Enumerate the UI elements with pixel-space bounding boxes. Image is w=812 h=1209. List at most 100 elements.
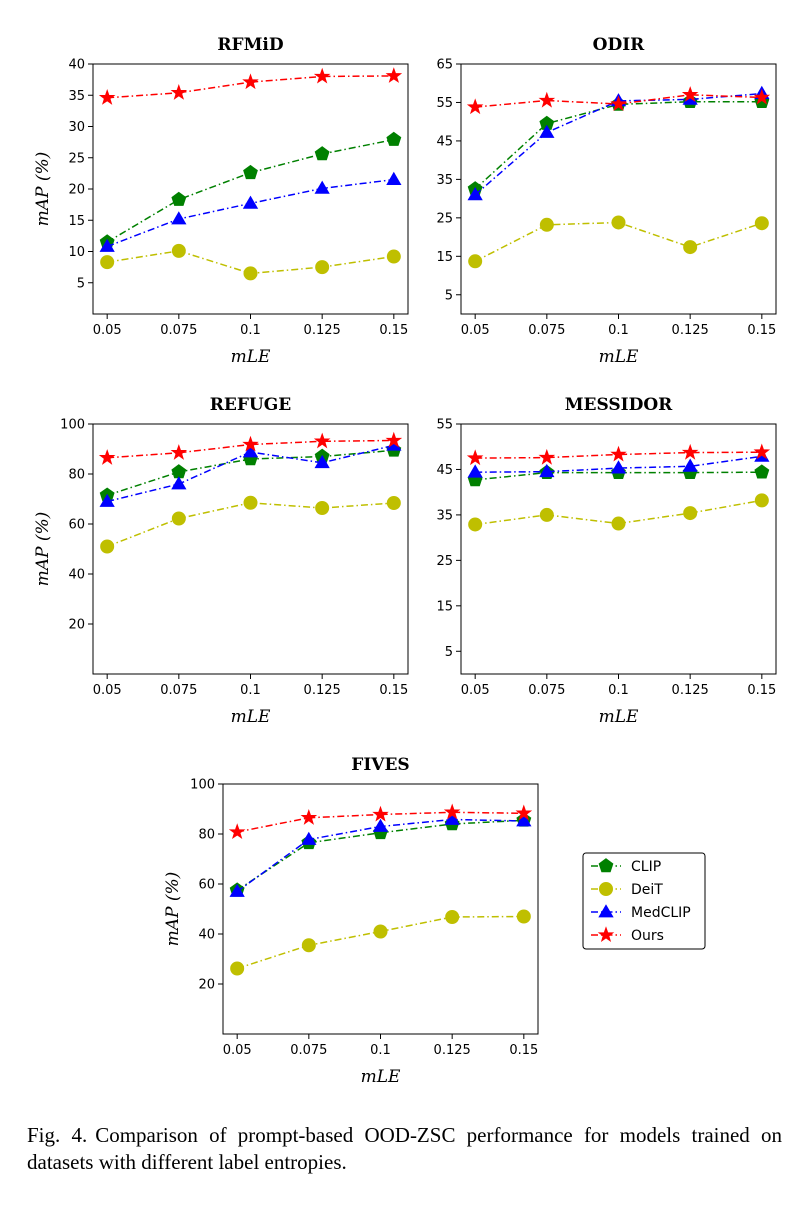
data-point	[242, 435, 259, 452]
data-point	[100, 255, 115, 270]
legend-label: DeiT	[631, 882, 663, 898]
legend-entry-clip: CLIP	[591, 858, 661, 875]
series-line	[107, 444, 394, 503]
data-point	[314, 180, 330, 194]
data-point	[386, 171, 402, 185]
data-point	[243, 495, 258, 510]
x-tick-label: 0.15	[379, 323, 408, 338]
y-tick-label: 15	[68, 214, 85, 229]
legend-marker	[598, 858, 614, 873]
chart-rfmid: RFMiD 5 10 15 20 25 30 35 40 0.05 0.075 0.1 0.125 0.1…	[33, 35, 409, 367]
data-point	[242, 195, 259, 209]
x-tick-label: 0.125	[672, 683, 709, 698]
x-tick-label: 0.125	[434, 1043, 471, 1058]
plot-frame	[92, 423, 409, 675]
data-point	[242, 73, 259, 90]
caption-text: Comparison of prompt-based OOD-ZSC perfo…	[27, 1123, 782, 1174]
data-point	[385, 67, 403, 83]
series-line	[474, 100, 762, 190]
data-point	[98, 449, 116, 465]
chart-title: REFUGE	[210, 395, 291, 415]
series-line	[106, 178, 394, 248]
data-point	[539, 507, 554, 522]
data-point	[228, 823, 246, 840]
x-tick-label: 0.075	[290, 1043, 327, 1058]
series-ours	[228, 803, 533, 840]
data-point	[468, 254, 483, 269]
data-point	[243, 266, 258, 281]
data-point	[466, 449, 484, 466]
x-tick-label: 0.05	[223, 1043, 252, 1058]
x-axis-label: mLE	[599, 707, 639, 727]
legend: CLIP DeiT MedCLIP Ours	[582, 852, 706, 950]
data-point	[315, 501, 330, 515]
series-deit	[100, 495, 401, 554]
data-point	[753, 88, 771, 105]
data-point	[386, 249, 401, 264]
series-line	[475, 471, 762, 481]
figure-caption: Fig. 4. Comparison of prompt-based OOD-ZS…	[27, 1122, 782, 1176]
legend-marker	[598, 904, 614, 918]
series-deit	[230, 909, 531, 976]
series-ours	[466, 443, 771, 466]
y-tick-label: 55	[436, 418, 453, 433]
plot-frame	[460, 63, 777, 315]
series-line	[236, 915, 524, 970]
y-axis-label: mAP (%)	[163, 872, 183, 947]
data-point	[611, 215, 626, 230]
legend-marker	[599, 882, 613, 896]
y-tick-label: 25	[68, 151, 85, 166]
y-tick-label: 5	[445, 288, 453, 303]
data-point	[171, 191, 187, 206]
data-point	[683, 240, 698, 255]
chart-refuge: REFUGE 20 40 60 80 100 0.05 0.075 0.1 0.125 0.15 mL…	[33, 395, 409, 727]
y-tick-label: 35	[436, 508, 453, 523]
series-line	[475, 499, 762, 526]
y-tick-label: 100	[60, 418, 85, 433]
x-tick-label: 0.1	[240, 323, 261, 338]
data-point	[170, 83, 188, 100]
y-tick-label: 5	[77, 276, 85, 291]
y-tick-label: 80	[68, 468, 85, 483]
y-tick-label: 80	[198, 828, 215, 843]
data-point	[372, 805, 389, 822]
y-tick-label: 20	[198, 978, 215, 993]
data-point	[610, 445, 627, 462]
data-point	[372, 818, 389, 832]
y-axis-label: mAP (%)	[33, 152, 53, 227]
y-tick-label: 5	[445, 645, 453, 660]
data-point	[99, 493, 115, 507]
x-tick-label: 0.15	[747, 683, 776, 698]
data-point	[515, 804, 533, 821]
legend-label: CLIP	[631, 859, 661, 875]
data-point	[171, 243, 186, 258]
y-tick-label: 65	[436, 58, 453, 73]
y-tick-label: 10	[68, 245, 85, 260]
y-tick-label: 25	[436, 211, 453, 226]
data-point	[754, 493, 769, 508]
x-tick-label: 0.05	[461, 323, 490, 338]
data-point	[315, 260, 330, 275]
y-axis-label: mAP (%)	[33, 512, 53, 587]
legend-box	[582, 852, 706, 950]
y-tick-label: 25	[436, 554, 453, 569]
y-tick-label: 30	[68, 120, 85, 135]
x-tick-label: 0.125	[304, 323, 341, 338]
data-point	[301, 831, 317, 845]
data-point	[681, 443, 699, 460]
plot-frame	[222, 783, 539, 1035]
x-tick-label: 0.1	[608, 323, 629, 338]
series-line	[474, 221, 763, 262]
data-point	[516, 909, 531, 924]
y-tick-label: 100	[190, 778, 215, 793]
x-tick-label: 0.15	[379, 683, 408, 698]
x-tick-label: 0.05	[461, 683, 490, 698]
series-line	[107, 439, 394, 459]
x-tick-label: 0.05	[93, 683, 122, 698]
data-point	[301, 938, 316, 953]
data-point	[230, 961, 245, 976]
x-tick-label: 0.1	[370, 1043, 391, 1058]
data-point	[100, 539, 115, 554]
data-point	[313, 432, 331, 449]
x-axis-label: mLE	[599, 347, 639, 367]
